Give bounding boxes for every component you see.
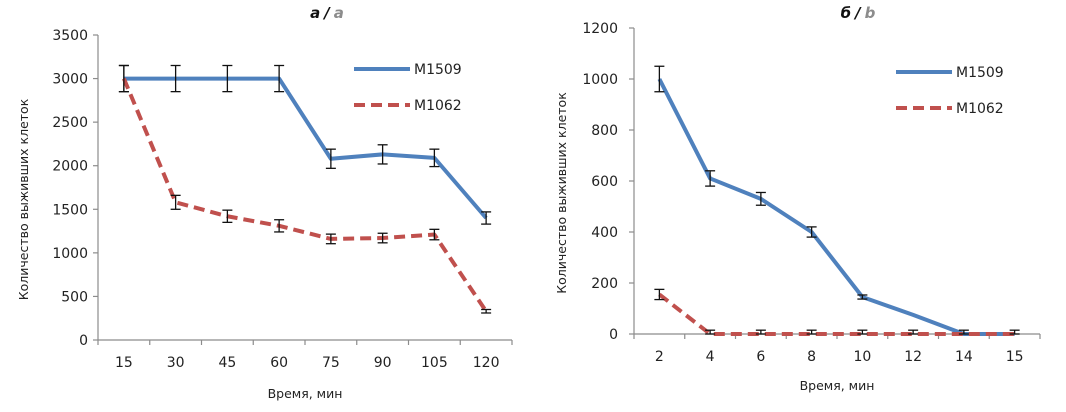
error-bar [806,329,817,335]
error-bar [755,329,766,335]
x-tick-label: 30 [167,355,185,371]
error-bar [705,329,716,335]
error-bar [325,233,336,245]
error-bar [274,219,285,233]
y-axis-title: Количество выживших клеток [16,98,31,300]
x-axis-title: Время, мин [800,378,875,393]
x-axis-title: Время, мин [268,386,343,401]
y-tick-label: 2000 [52,159,88,175]
chart-title: а / a [310,4,344,22]
chart-title-main: а [310,4,320,22]
error-bar [654,288,665,301]
x-tick-label: 8 [807,349,816,365]
x-tick-label: 90 [374,355,392,371]
legend: M1509 M1062 [354,62,462,114]
legend-label-M1062: M1062 [956,101,1004,117]
x-tick-label: 10 [853,349,871,365]
series-line-M1509 [657,78,1015,336]
series-M1509 [654,65,1015,336]
error-bar [705,170,716,187]
error-bar [377,144,388,165]
series-line-M1509 [123,76,488,220]
error-bar [118,64,129,93]
error-bar [377,232,388,244]
x-tick-label: 15 [1006,349,1024,365]
x-tick-label: 6 [756,349,765,365]
error-bar [170,64,181,93]
error-bar [958,329,969,335]
series-line-M1062 [122,77,488,313]
error-bar [908,329,919,335]
y-tick-label: 1000 [582,72,618,88]
y-tick-label: 400 [591,225,618,241]
y-tick-label: 200 [591,276,618,292]
legend-label-M1509: M1509 [414,62,462,78]
x-tick-label: 15 [115,355,133,371]
y-tick-label: 1500 [52,202,88,218]
chart-title-separator: / [322,4,331,22]
x-tick-label: 120 [473,355,500,371]
x-tick-label: 60 [270,355,288,371]
x-tick-label: 45 [218,355,236,371]
error-bar [806,226,817,238]
y-tick-label: 3500 [52,28,88,44]
chart-title-separator: / [853,4,862,22]
error-bar [481,211,492,225]
y-tick-label: 500 [61,289,88,305]
chart-panel-b: б / b 0 200 400 600 800 1000 1200 2 4 6 8 10 12 14 15 Врем… [554,4,1041,393]
y-tick-label: 800 [591,123,618,139]
error-bar [429,148,440,168]
chart-title-alt: b [865,4,876,22]
legend: M1509 M1062 [896,65,1004,117]
y-tick-label: 0 [79,333,88,349]
x-tick-label: 105 [421,355,448,371]
x-tick-label: 75 [322,355,340,371]
chart-title-main: б [841,4,851,22]
y-tick-label: 3000 [52,72,88,88]
chart-panel-a: а / a 0 500 1000 1500 2000 2500 3000 3500 15 30 45 60 7… [16,4,513,401]
x-tick-label: 12 [904,349,922,365]
error-bar [857,294,868,300]
chart-title: б / b [841,4,876,22]
x-tick-label: 14 [955,349,973,365]
error-bar [429,228,440,241]
x-tick-label: 4 [706,349,715,365]
y-tick-label: 2500 [52,115,88,131]
error-bar [274,64,285,93]
error-bar [481,308,492,314]
y-tick-label: 600 [591,174,618,190]
y-axis-title: Количество выживших клеток [554,92,569,294]
series-M1062 [118,64,492,314]
error-bar [755,191,766,206]
series-line-M1062 [658,292,1015,336]
error-bar [222,209,233,224]
series-M1062 [654,288,1020,336]
error-bar [170,194,181,210]
error-bar [654,65,665,93]
series-M1509 [118,64,492,225]
error-bar [325,148,336,169]
y-tick-label: 1000 [52,246,88,262]
x-tick-label: 2 [655,349,664,365]
legend-label-M1509: M1509 [956,65,1004,81]
error-bar [222,64,233,93]
y-tick-label: 1200 [582,21,618,37]
error-bar [1009,329,1020,335]
y-tick-label: 0 [609,327,618,343]
chart-title-alt: a [334,4,344,22]
legend-label-M1062: M1062 [414,98,462,114]
error-bar [857,329,868,335]
